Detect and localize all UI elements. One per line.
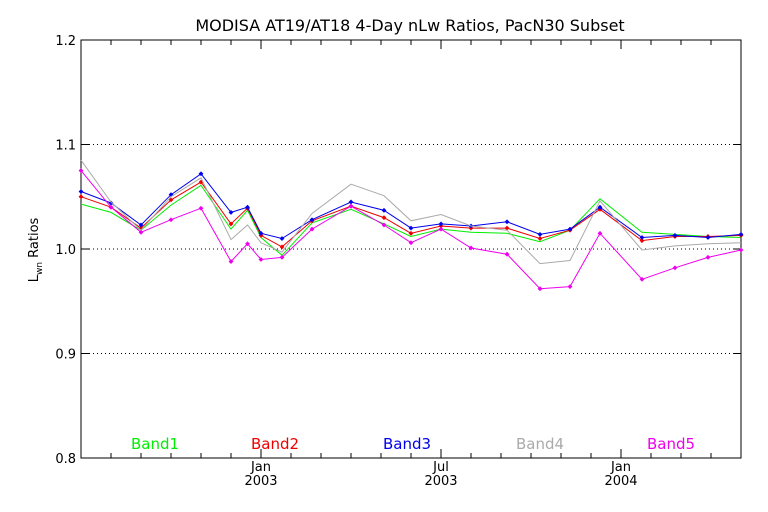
data-point [705, 254, 711, 260]
x-tick-label-year: 2003 [244, 474, 277, 489]
y-axis-label: Lwn Ratios [27, 217, 45, 282]
data-point [228, 259, 234, 264]
y-tick-label: 0.8 [55, 452, 76, 467]
x-tick-label-year: 2004 [604, 474, 637, 489]
data-point [537, 286, 543, 292]
data-point [504, 251, 510, 257]
y-axis-label-sub: wn [35, 262, 45, 275]
data-point [279, 254, 285, 260]
data-point [504, 225, 510, 231]
data-point [468, 245, 474, 251]
data-point [258, 257, 264, 262]
data-point [228, 210, 234, 215]
data-point [504, 219, 510, 225]
y-tick-label: 1.1 [55, 139, 76, 154]
data-point [738, 247, 744, 253]
x-tick-label-month: Jul [432, 460, 449, 475]
series-band3 [78, 171, 744, 241]
data-point [245, 241, 250, 247]
legend-label-band2: Band2 [251, 435, 299, 453]
series-band5 [78, 168, 744, 292]
legend-label-band3: Band3 [383, 435, 431, 453]
plot-frame [80, 39, 742, 459]
data-point [279, 244, 285, 250]
y-axis-label-rest: Ratios [27, 217, 42, 262]
data-point [228, 221, 234, 227]
data-point [78, 194, 84, 200]
data-point [198, 171, 204, 177]
chart-title: MODISA AT19/AT18 4-Day nLw Ratios, PacN3… [195, 16, 624, 35]
x-tick-label-month: Jan [610, 460, 631, 475]
legend-label-band1: Band1 [131, 435, 179, 453]
y-axis-label-main: L [27, 274, 42, 282]
y-tick-label: 0.9 [55, 348, 76, 363]
data-point [309, 226, 315, 232]
data-point [639, 276, 645, 282]
data-point [672, 232, 678, 238]
data-point [198, 205, 204, 211]
series-lines [78, 159, 744, 292]
data-point [348, 203, 354, 209]
data-point [408, 240, 414, 246]
data-point [168, 197, 174, 203]
data-point [438, 221, 444, 227]
data-point [108, 204, 114, 210]
data-point [438, 226, 444, 232]
data-point [138, 229, 144, 235]
data-point [597, 204, 603, 210]
data-point [245, 204, 250, 210]
grid-lines [81, 144, 741, 354]
data-point [258, 230, 264, 236]
x-tick-label-year: 2003 [424, 474, 457, 489]
data-point [348, 199, 354, 205]
series-band4 [80, 159, 742, 265]
x-tick-label-month: Jan [250, 460, 271, 475]
data-point [381, 207, 387, 213]
series-band2 [78, 179, 744, 250]
series-line-band4 [80, 159, 742, 265]
data-point [381, 222, 387, 228]
data-point [381, 215, 387, 221]
data-point [738, 231, 744, 237]
data-point [567, 284, 573, 290]
data-point [168, 217, 174, 223]
data-point [78, 168, 84, 174]
data-point [408, 225, 414, 231]
data-point [78, 189, 84, 194]
data-point [597, 230, 603, 236]
legend-label-band4: Band4 [516, 435, 564, 453]
data-point [672, 265, 678, 271]
data-point [138, 222, 144, 228]
data-point [537, 236, 543, 241]
legend-label-band5: Band5 [647, 435, 695, 453]
data-point [639, 238, 645, 244]
data-point [705, 235, 711, 240]
data-point [408, 230, 414, 236]
legend: Band1 Band2 Band3 Band4 Band5 [131, 435, 695, 453]
data-point [279, 236, 285, 241]
data-point [567, 226, 573, 232]
y-tick-label: 1.0 [55, 243, 76, 258]
data-point [537, 231, 543, 237]
data-point [639, 235, 645, 240]
y-tick-label: 1.2 [55, 34, 76, 49]
data-point [309, 217, 315, 223]
